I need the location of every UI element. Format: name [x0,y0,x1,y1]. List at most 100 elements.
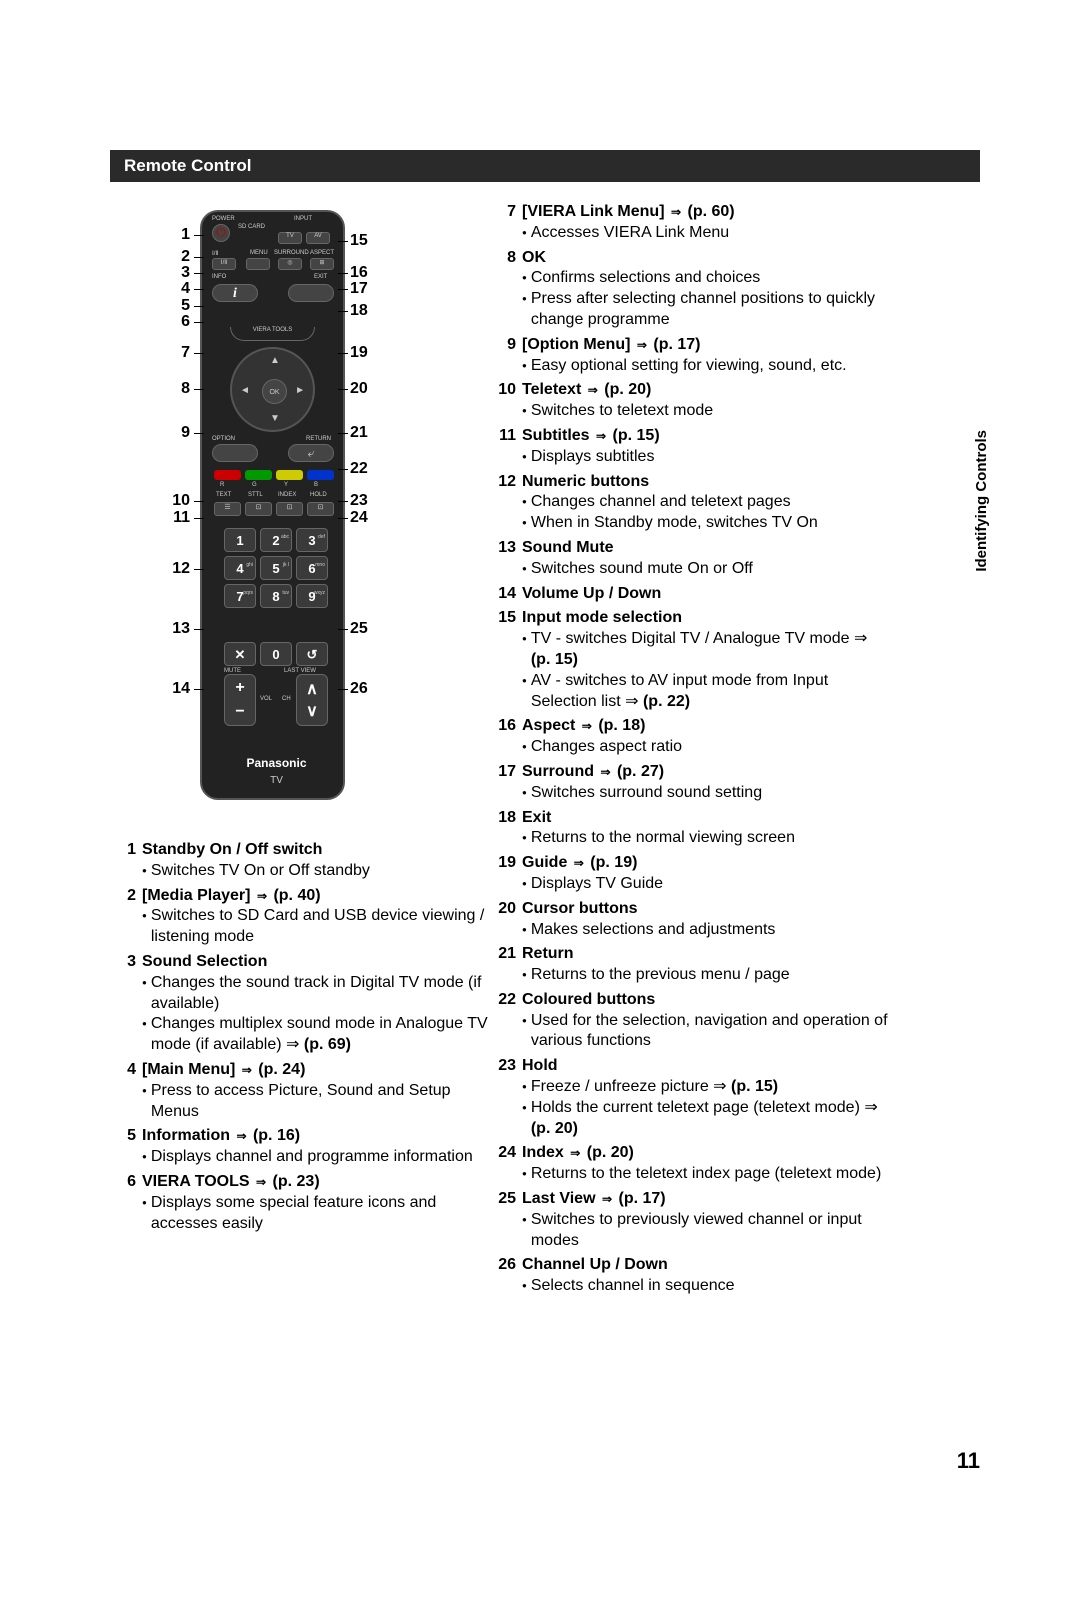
key-2: 2abc [260,528,292,552]
item-18: 18ExitReturns to the normal viewing scre… [490,808,890,850]
ok-button: OK [262,379,287,404]
mute-button: ✕ [224,642,256,666]
callout-6: 6 [181,313,190,331]
menu-button [246,258,270,270]
item-2: 2[Media Player] (p. 40)Switches to SD Ca… [110,886,490,948]
tv-button: TV [278,232,302,244]
key-0: 0 [260,642,292,666]
info-label: INFO [212,274,226,280]
surround-button: ◎ [278,258,302,270]
callout-10: 10 [172,492,190,510]
aspect-button: ⊞ [310,258,334,270]
exit-label: EXIT [314,274,327,280]
item-13: 13Sound MuteSwitches sound mute On or Of… [490,538,890,580]
av-button: AV [306,232,330,244]
green-button [245,470,272,480]
hold-button: ⊡ [307,502,334,516]
power-button: ⏻ [212,224,230,242]
brand-sub: TV [206,775,345,786]
item-24: 24Index (p. 20)Returns to the teletext i… [490,1143,890,1185]
yellow-button [276,470,303,480]
key-1: 1 [224,528,256,552]
bottom-row: ✕ 0 ↺ [224,642,328,666]
func-row: ☰ ⊡ ⊡ ⊡ [214,502,334,516]
sdcard-label: SD CARD [238,224,265,230]
item-22: 22Coloured buttonsUsed for the selection… [490,990,890,1052]
page-number: 11 [957,1448,980,1474]
red-button [214,470,241,480]
callout-23: 23 [350,492,368,510]
item-3: 3Sound SelectionChanges the sound track … [110,952,490,1056]
ch-label: CH [282,696,291,702]
item-16: 16Aspect (p. 18)Changes aspect ratio [490,716,890,758]
callout-24: 24 [350,509,368,527]
return-button: ⤶ [288,444,334,462]
item-1: 1Standby On / Off switchSwitches TV On o… [110,840,490,882]
key-9: 9wxyz [296,584,328,608]
callout-15: 15 [350,232,368,250]
cd-label: Ⅰ/Ⅱ [212,250,218,257]
index-button: ⊡ [276,502,303,516]
callout-19: 19 [350,344,368,362]
item-15: 15Input mode selectionTV - switches Digi… [490,608,890,712]
item-21: 21ReturnReturns to the previous menu / p… [490,944,890,986]
callout-25: 25 [350,620,368,638]
exit-button [288,284,334,302]
b-label: B [314,482,318,488]
item-4: 4[Main Menu] (p. 24)Press to access Pict… [110,1060,490,1122]
callout-1: 1 [181,226,190,244]
keypad: 12abc3def4ghi5jk l6mno7pqrs8tuv9wxyz [224,528,328,608]
callout-4: 4 [181,280,190,298]
item-6: 6VIERA TOOLS (p. 23)Displays some specia… [110,1172,490,1234]
item-14: 14Volume Up / Down [490,584,890,605]
remote-diagram: POWER ⏻ SD CARD INPUT TV AV Ⅰ/Ⅱ Ⅰ/Ⅱ MENU… [150,202,450,822]
callout-17: 17 [350,280,368,298]
callout-26: 26 [350,680,368,698]
remote-body: POWER ⏻ SD CARD INPUT TV AV Ⅰ/Ⅱ Ⅰ/Ⅱ MENU… [200,210,345,800]
ch-rocker: ∧∨ [296,674,328,726]
last-view-button: ↺ [296,642,328,666]
power-label: POWER [212,216,235,222]
item-26: 26Channel Up / DownSelects channel in se… [490,1255,890,1297]
item-25: 25Last View (p. 17)Switches to previousl… [490,1189,890,1251]
callout-14: 14 [172,680,190,698]
y-label: Y [284,482,288,488]
dpad: ▲ ▼ ◄ ► OK [230,347,315,432]
item-17: 17Surround (p. 27)Switches surround soun… [490,762,890,804]
vol-ch: +− ∧∨ [224,674,328,726]
item-23: 23HoldFreeze / unfreeze picture ⇒ (p. 15… [490,1056,890,1139]
index-label: INDEX [278,492,296,498]
g-label: G [252,482,257,488]
color-buttons [214,470,334,480]
item-19: 19Guide (p. 19)Displays TV Guide [490,853,890,895]
key-7: 7pqrs [224,584,256,608]
option-button [212,444,258,462]
hold-label: HOLD [310,492,327,498]
info-button: i [212,284,258,302]
return-label: RETURN [306,436,331,442]
r-label: R [220,482,224,488]
sttl-button: ⊡ [245,502,272,516]
callout-20: 20 [350,380,368,398]
vol-rocker: +− [224,674,256,726]
callout-12: 12 [172,560,190,578]
right-item-list: 7[VIERA Link Menu] (p. 60)Accesses VIERA… [490,202,890,1297]
callout-18: 18 [350,302,368,320]
vol-label: VOL [260,696,272,702]
option-label: OPTION [212,436,235,442]
aspect-label: ASPECT [310,250,334,256]
key-6: 6mno [296,556,328,580]
item-20: 20Cursor buttonsMakes selections and adj… [490,899,890,941]
callout-13: 13 [172,620,190,638]
key-8: 8tuv [260,584,292,608]
item-8: 8OKConfirms selections and choicesPress … [490,248,890,331]
callout-9: 9 [181,424,190,442]
menu-label: MENU [250,250,268,256]
cd-button: Ⅰ/Ⅱ [212,258,236,270]
sttl-label: STTL [248,492,263,498]
text-label: TEXT [216,492,231,498]
item-12: 12Numeric buttonsChanges channel and tel… [490,472,890,534]
item-10: 10Teletext (p. 20)Switches to teletext m… [490,380,890,422]
brand: Panasonic [206,756,345,770]
key-4: 4ghi [224,556,256,580]
